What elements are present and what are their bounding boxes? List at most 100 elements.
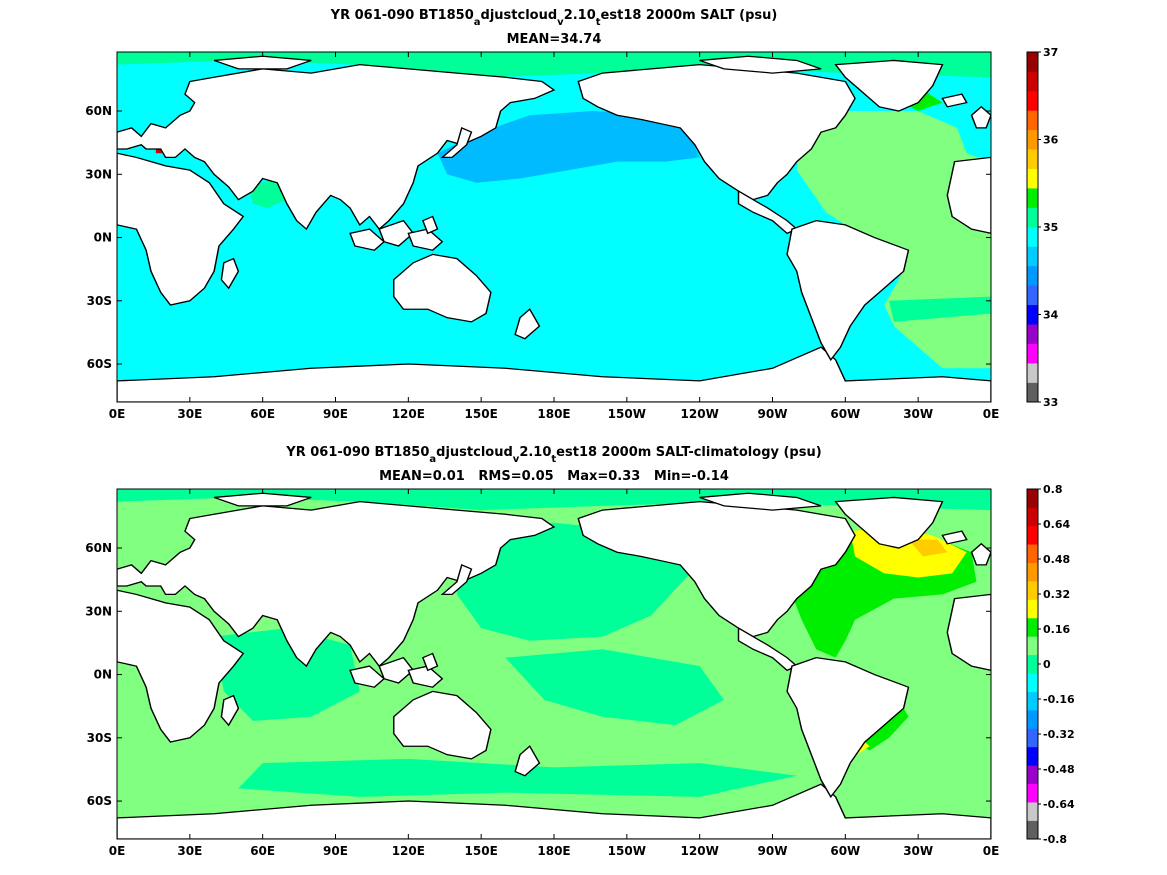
colorbar-label: 35 xyxy=(1043,221,1058,234)
panel-top: YR 061-090 BT1850adjustcloudv2.10test18 … xyxy=(85,8,1058,421)
map-bottom xyxy=(117,489,991,839)
x-ticks-bottom: 0E 30E 60E 90E 120E 150E 180E 150W 120W 90W 60W 30W… xyxy=(109,489,1000,858)
colorbar-segment xyxy=(1027,544,1038,563)
x-tick-label: 30E xyxy=(177,407,202,421)
pacific-patch-2 xyxy=(505,649,724,726)
colorbar-segment xyxy=(1027,207,1038,228)
colorbar-segment xyxy=(1027,562,1038,582)
colorbar-label: 0 xyxy=(1043,658,1051,671)
colorbar-segment xyxy=(1027,802,1038,821)
colorbar-segment xyxy=(1027,324,1038,344)
x-tick-label: 60W xyxy=(830,407,860,421)
colorbar-segment xyxy=(1027,728,1038,748)
colorbar-segment xyxy=(1027,110,1038,131)
y-tick-label: 60S xyxy=(87,794,112,808)
x-tick-label: 60E xyxy=(250,844,275,858)
colorbar-segment xyxy=(1027,691,1038,711)
x-tick-label: 90E xyxy=(323,407,348,421)
colorbar-segment xyxy=(1027,71,1038,92)
x-tick-label: 120W xyxy=(681,407,719,421)
colorbar-label: 37 xyxy=(1043,46,1058,59)
colorbar-segment xyxy=(1027,363,1038,383)
colorbar-segment xyxy=(1027,343,1038,364)
colorbar-segment xyxy=(1027,820,1038,840)
y-ticks-bottom: 60N 30N 0N 30S 60S xyxy=(85,541,991,808)
colorbar-label: 33 xyxy=(1043,396,1058,409)
colorbar-label: -0.8 xyxy=(1043,833,1067,846)
colorbar-top: 37 36 35 34 33 xyxy=(1026,46,1059,409)
panel-top-subtitle: MEAN=34.74 xyxy=(507,32,602,47)
colorbar-segment xyxy=(1027,617,1038,637)
x-tick-label: 120W xyxy=(681,844,719,858)
x-tick-label: 150E xyxy=(465,407,498,421)
colorbar-segment xyxy=(1027,90,1038,111)
colorbar-segment xyxy=(1027,265,1038,286)
x-tick-label: 0E xyxy=(109,407,126,421)
colorbar-segment xyxy=(1027,52,1038,72)
y-tick-label: 60S xyxy=(87,357,112,371)
colorbar-bottom: 0.8 0.64 0.48 0.32 0.16 0 -0.16 -0.32 -0.48 -0.64… xyxy=(1026,483,1075,846)
colorbar-segment xyxy=(1027,149,1038,169)
x-tick-label: 150W xyxy=(608,844,646,858)
y-tick-label: 30N xyxy=(85,604,112,618)
arctic-patch-bottom xyxy=(117,489,991,511)
indian-patch xyxy=(214,628,360,721)
colorbar-segment xyxy=(1027,246,1038,267)
colorbar-segment xyxy=(1027,168,1038,189)
colorbar-segment xyxy=(1027,304,1038,325)
x-tick-label: 90E xyxy=(323,844,348,858)
x-tick-label: 60W xyxy=(830,844,860,858)
panel-bottom: YR 061-090 BT1850adjustcloudv2.10test18 … xyxy=(85,445,1075,858)
colorbar-segment xyxy=(1027,507,1038,527)
x-tick-label: 0E xyxy=(109,844,126,858)
x-tick-label: 120E xyxy=(392,407,425,421)
colorbar-label: -0.16 xyxy=(1043,693,1075,706)
colorbar-label: -0.48 xyxy=(1043,763,1075,776)
x-tick-label: 120E xyxy=(392,844,425,858)
colorbar-segment xyxy=(1027,783,1038,803)
y-tick-label: 30S xyxy=(87,731,112,745)
colorbar-segment xyxy=(1027,489,1038,508)
colorbar-segment xyxy=(1027,188,1038,208)
x-tick-label: 150W xyxy=(608,407,646,421)
colorbar-segment xyxy=(1027,710,1038,729)
colorbar-segment xyxy=(1027,765,1038,785)
colorbar-segment xyxy=(1027,746,1038,766)
panel-bottom-subtitle: MEAN=0.01 RMS=0.05 Max=0.33 Min=-0.14 xyxy=(379,469,729,484)
panel-top-title: YR 061-090 BT1850adjustcloudv2.10test18 … xyxy=(330,8,778,28)
x-tick-label: 30W xyxy=(903,407,933,421)
colorbar-segment xyxy=(1027,285,1038,306)
y-tick-label: 30N xyxy=(85,167,112,181)
colorbar-label: 0.64 xyxy=(1043,518,1070,531)
x-tick-label: 90W xyxy=(758,844,788,858)
colorbar-segment xyxy=(1027,581,1038,600)
colorbar-segment xyxy=(1027,129,1038,150)
colorbar-segment xyxy=(1027,636,1038,656)
y-tick-label: 0N xyxy=(94,231,112,245)
colorbar-label: 0.16 xyxy=(1043,623,1070,636)
colorbar-segment xyxy=(1027,227,1038,247)
colorbar-label: 0.8 xyxy=(1043,483,1063,496)
x-tick-label: 90W xyxy=(758,407,788,421)
colorbar-label: 36 xyxy=(1043,134,1059,147)
north-pacific-fresh-region xyxy=(437,111,700,183)
y-tick-label: 0N xyxy=(94,668,112,682)
colorbar-label: 34 xyxy=(1043,309,1059,322)
colorbar-segment xyxy=(1027,673,1038,692)
south-atlantic-band-top xyxy=(889,296,991,322)
x-tick-label: 60E xyxy=(250,407,275,421)
x-tick-label: 30E xyxy=(177,844,202,858)
y-tick-label: 30S xyxy=(87,294,112,308)
map-top xyxy=(117,52,991,402)
x-tick-label: 0E xyxy=(983,407,1000,421)
southern-patch xyxy=(238,758,797,797)
x-tick-label: 180E xyxy=(537,844,570,858)
panel-bottom-title: YR 061-090 BT1850adjustcloudv2.10test18 … xyxy=(285,445,821,465)
mediterranean-salty-region xyxy=(155,148,166,154)
colorbar-segment xyxy=(1027,599,1038,619)
colorbar-segment xyxy=(1027,654,1038,674)
x-tick-label: 0E xyxy=(983,844,1000,858)
colorbar-segment xyxy=(1027,382,1038,403)
north-atlantic-gold-region xyxy=(908,539,948,557)
